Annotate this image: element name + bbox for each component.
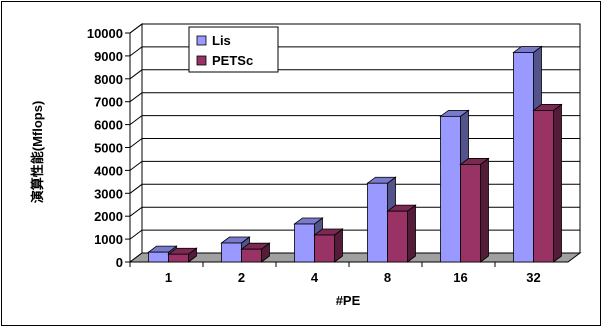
x-tick-labels: 1 2 4 8 16 32	[165, 270, 541, 285]
legend-label: Lis	[212, 33, 231, 48]
bar-petsc-4	[313, 228, 344, 263]
grid-line	[129, 229, 580, 240]
grid-line	[129, 160, 580, 171]
bar-lis-2	[220, 236, 251, 263]
legend-label: PETSc	[212, 53, 253, 68]
y-tick-label: 2000	[94, 209, 123, 224]
bar-petsc-2	[240, 242, 271, 263]
y-tick-label: 1000	[94, 232, 123, 247]
y-tick-label: 6000	[94, 118, 123, 133]
chart-frame: 0 1000 2000 3000 4000 5000 6000 7000 8000 9000 100…	[1, 1, 601, 326]
legend: Lis PETSc	[188, 26, 279, 73]
y-tick-label: 0	[116, 255, 123, 270]
y-tick-label: 8000	[94, 72, 123, 87]
x-axis-label: #PE	[336, 293, 361, 308]
x-tick-label: 8	[384, 270, 391, 285]
grid-line	[129, 206, 580, 217]
bar-petsc-1	[167, 247, 198, 263]
grid-line	[129, 23, 580, 34]
y-tick-labels: 0 1000 2000 3000 4000 5000 6000 7000 8000 9000 100…	[87, 26, 123, 270]
grid-line	[129, 138, 580, 148]
y-axis-label: 演算性能(Mflops)	[30, 101, 45, 204]
y-tick-label: 7000	[94, 95, 123, 110]
bar-petsc-32	[532, 103, 563, 263]
grid-line	[129, 69, 580, 80]
grid-line	[129, 46, 580, 57]
legend-item-petsc: PETSc	[196, 53, 253, 68]
y-tick-label: 3000	[94, 186, 123, 201]
bars	[147, 45, 563, 263]
legend-swatch	[196, 35, 207, 46]
bar-petsc-16	[459, 157, 490, 263]
floor	[128, 252, 582, 263]
y-tick-label: 5000	[94, 141, 123, 156]
y-tick-label: 10000	[87, 26, 123, 41]
x-tick-label: 16	[453, 270, 467, 285]
bar-chart: 0 1000 2000 3000 4000 5000 6000 7000 8000 9000 100…	[30, 23, 582, 308]
x-tick-label: 1	[165, 270, 172, 285]
grid-lines	[125, 23, 580, 267]
grid-line	[129, 92, 580, 103]
grid-line	[129, 115, 580, 125]
bar-petsc-8	[386, 204, 417, 263]
y-tick-label: 9000	[94, 49, 123, 64]
y-tick-label: 4000	[94, 163, 123, 178]
x-tick-label: 4	[311, 270, 319, 285]
grid-line	[129, 183, 580, 194]
x-tick-label: 32	[526, 270, 540, 285]
legend-swatch	[196, 55, 207, 66]
legend-item-lis: Lis	[196, 33, 231, 48]
x-tick-label: 2	[238, 270, 245, 285]
